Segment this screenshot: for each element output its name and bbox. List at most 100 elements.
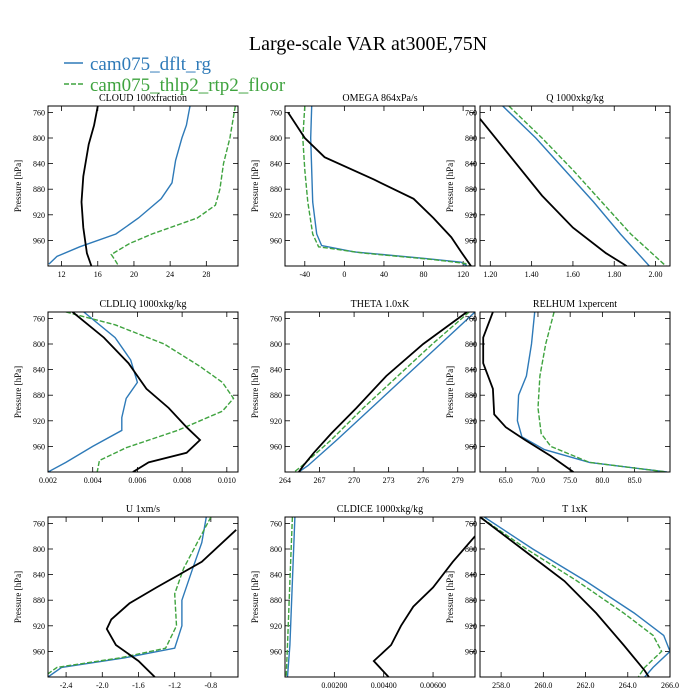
plot-frame (284, 516, 476, 678)
x-tick-label: 258.0 (492, 681, 510, 690)
panel-7: CLDICE 1000xkg/kg Pressure [hPa] 760 800 840… (250, 504, 476, 690)
x-tick-label: 276 (417, 476, 429, 485)
series-floor-line (508, 106, 667, 266)
x-tick-label: 0.010 (218, 476, 236, 485)
y-tick-label: 800 (33, 545, 45, 554)
x-tick-label: 28 (202, 270, 210, 279)
panel-3: CLDLIQ 1000xkg/kg Pressure [hPa] 760 800 840… (13, 299, 239, 485)
x-tick-label: -2.4 (60, 681, 73, 690)
x-tick-label: 1.60 (566, 270, 580, 279)
y-tick-label: 840 (465, 366, 477, 375)
y-tick-label: 800 (270, 545, 282, 554)
x-tick-label: -40 (299, 270, 310, 279)
x-tick-label: 270 (348, 476, 360, 485)
series-dflt-line (48, 106, 191, 265)
y-tick-label: 800 (465, 134, 477, 143)
series-reference-line (372, 535, 475, 677)
x-tick-label: 24 (166, 270, 174, 279)
y-tick-label: 800 (33, 134, 45, 143)
plot-frame (479, 105, 671, 267)
y-tick-label: 840 (465, 571, 477, 580)
x-tick-label: 1.80 (607, 270, 621, 279)
series-floor-line (537, 312, 667, 472)
y-tick-label: 840 (270, 571, 282, 580)
panel-8: T 1xK Pressure [hPa] 760 800 840 880 920 960 258… (445, 504, 679, 690)
series-reference-line (72, 312, 202, 472)
y-tick-label: 920 (465, 622, 477, 631)
series-reference-line (80, 106, 99, 266)
y-axis-label: Pressure [hPa] (445, 571, 455, 623)
x-tick-label: 0.00600 (420, 681, 446, 690)
y-tick-label: 880 (465, 596, 477, 605)
y-axis-label: Pressure [hPa] (445, 160, 455, 212)
y-tick-label: 960 (270, 442, 282, 451)
y-tick-label: 840 (465, 160, 477, 169)
x-tick-label: 2.00 (649, 270, 663, 279)
panel-title: RELHUM 1xpercent (533, 299, 617, 310)
y-tick-label: 800 (465, 545, 477, 554)
y-tick-label: 960 (270, 236, 282, 245)
x-tick-label: 262.0 (577, 681, 595, 690)
series-reference-line (480, 517, 650, 677)
y-tick-label: 880 (33, 596, 45, 605)
x-tick-label: 16 (94, 270, 102, 279)
x-tick-label: 0 (342, 270, 346, 279)
y-tick-label: 880 (33, 391, 45, 400)
y-tick-label: 760 (33, 519, 45, 528)
plot-frame (479, 311, 671, 473)
x-tick-label: -2.0 (96, 681, 109, 690)
y-tick-label: 920 (33, 622, 45, 631)
y-axis-label: Pressure [hPa] (250, 571, 260, 623)
series-reference-line (105, 529, 237, 677)
legend-label-dflt: cam075_dflt_rg (90, 54, 212, 75)
legend-label-floor: cam075_thlp2_rtp2_floor (90, 75, 286, 96)
y-tick-label: 800 (33, 340, 45, 349)
panel-title: U 1xm/s (126, 504, 160, 515)
y-tick-label: 760 (270, 314, 282, 323)
y-tick-label: 960 (465, 442, 477, 451)
y-tick-label: 920 (270, 211, 282, 220)
y-axis-label: Pressure [hPa] (13, 366, 23, 418)
y-tick-label: 840 (270, 366, 282, 375)
series-reference-line (298, 312, 468, 472)
y-tick-label: 880 (270, 391, 282, 400)
plot-frame (284, 311, 476, 473)
panel-0: CLOUD 100xfraction Pressure [hPa] 760 800 84… (13, 93, 239, 279)
x-tick-label: 0.004 (84, 476, 102, 485)
series-dflt-line (502, 106, 650, 266)
plot-frame (47, 311, 239, 473)
x-tick-label: 264 (279, 476, 291, 485)
x-tick-label: 0.006 (128, 476, 146, 485)
panel-title: CLDICE 1000xkg/kg (337, 504, 423, 515)
panel-title: T 1xK (562, 504, 588, 515)
y-tick-label: 760 (270, 108, 282, 117)
series-floor-line (293, 312, 470, 472)
x-tick-label: 273 (383, 476, 395, 485)
panel-2: Q 1000xkg/kg Pressure [hPa] 760 800 840 880 92… (445, 93, 671, 279)
x-tick-label: 0.008 (173, 476, 191, 485)
y-tick-label: 880 (270, 596, 282, 605)
y-tick-label: 920 (465, 211, 477, 220)
y-tick-label: 920 (33, 417, 45, 426)
y-tick-label: 840 (270, 160, 282, 169)
x-tick-label: 1.20 (483, 270, 497, 279)
x-tick-label: 80.0 (595, 476, 609, 485)
y-tick-label: 960 (33, 236, 45, 245)
panel-title: THETA 1.0xK (351, 299, 410, 310)
panel-title: OMEGA 864xPa/s (342, 93, 417, 104)
y-tick-label: 920 (270, 417, 282, 426)
x-tick-label: 0.00400 (371, 681, 397, 690)
y-tick-label: 880 (33, 185, 45, 194)
x-tick-label: 267 (314, 476, 326, 485)
y-tick-label: 760 (270, 519, 282, 528)
x-tick-label: 85.0 (628, 476, 642, 485)
series-reference-line (287, 111, 472, 266)
y-tick-label: 760 (33, 108, 45, 117)
panel-title: CLDLIQ 1000xkg/kg (100, 299, 187, 310)
plot-frame (47, 516, 239, 678)
y-tick-label: 960 (33, 442, 45, 451)
x-tick-label: 120 (457, 270, 469, 279)
x-tick-label: 266.0 (661, 681, 679, 690)
x-tick-label: 75.0 (563, 476, 577, 485)
